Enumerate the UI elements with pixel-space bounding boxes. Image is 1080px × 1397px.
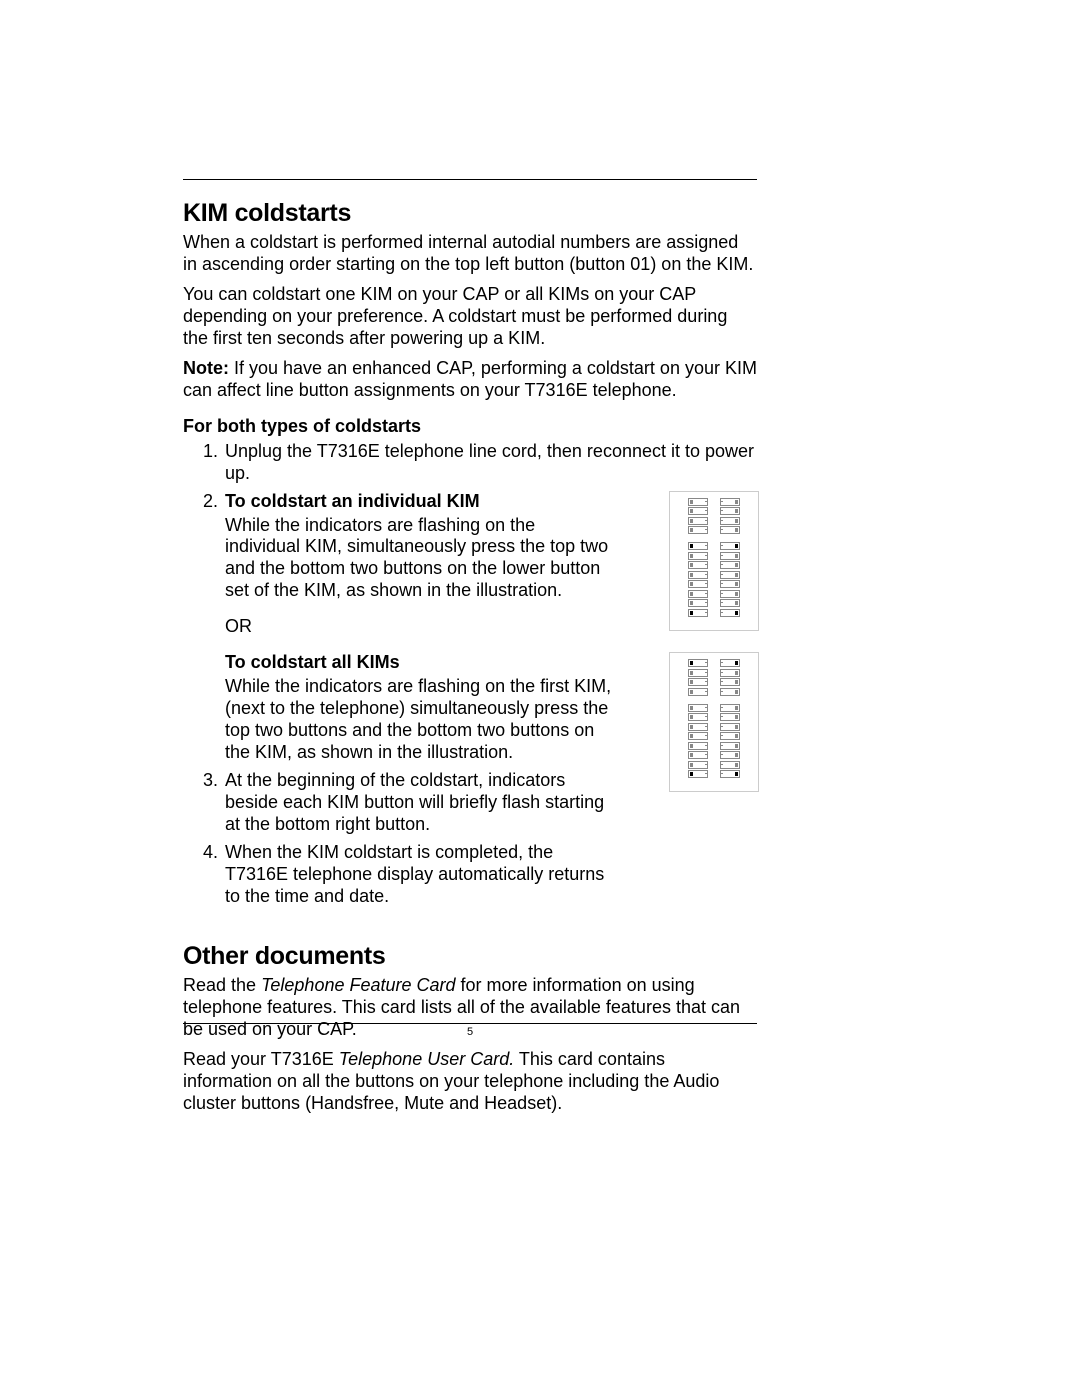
heading-other-documents: Other documents: [183, 942, 757, 971]
page-number: 5: [183, 1026, 757, 1038]
note-label: Note:: [183, 358, 229, 378]
step2-title: To coldstart an individual KIM: [225, 491, 615, 513]
step2b-title: To coldstart all KIMs: [225, 652, 615, 674]
kim-figure-individual: [669, 491, 759, 631]
list-item: When the KIM coldstart is completed, the…: [223, 842, 757, 908]
paragraph: Read your T7316E Telephone User Card. Th…: [183, 1049, 757, 1115]
step2b-body: While the indicators are flashing on the…: [225, 676, 611, 762]
list-item: To coldstart an individual KIM While the…: [223, 491, 757, 764]
list-item: Unplug the T7316E telephone line cord, t…: [223, 441, 757, 485]
paragraph: You can coldstart one KIM on your CAP or…: [183, 284, 757, 350]
steps-list: Unplug the T7316E telephone line cord, t…: [183, 441, 757, 908]
doc-title: Telephone User Card.: [339, 1049, 514, 1069]
doc-title: Telephone Feature Card: [261, 975, 455, 995]
kim-figure-all: [669, 652, 759, 792]
bottom-rule: [183, 1023, 757, 1024]
heading-kim-coldstarts: KIM coldstarts: [183, 199, 757, 228]
note-paragraph: Note: If you have an enhanced CAP, perfo…: [183, 358, 757, 402]
subheading-both-coldstarts: For both types of coldstarts: [183, 416, 757, 437]
step-text: Unplug the T7316E telephone line cord, t…: [225, 441, 754, 483]
step-text: When the KIM coldstart is completed, the…: [225, 842, 604, 906]
paragraph: When a coldstart is performed internal a…: [183, 232, 757, 276]
note-text: If you have an enhanced CAP, performing …: [183, 358, 757, 400]
page: KIM coldstarts When a coldstart is perfo…: [0, 0, 1080, 1397]
content-area: KIM coldstarts When a coldstart is perfo…: [183, 179, 757, 1123]
step2-body: While the indicators are flashing on the…: [225, 515, 608, 601]
step-text: At the beginning of the coldstart, indic…: [225, 770, 604, 834]
